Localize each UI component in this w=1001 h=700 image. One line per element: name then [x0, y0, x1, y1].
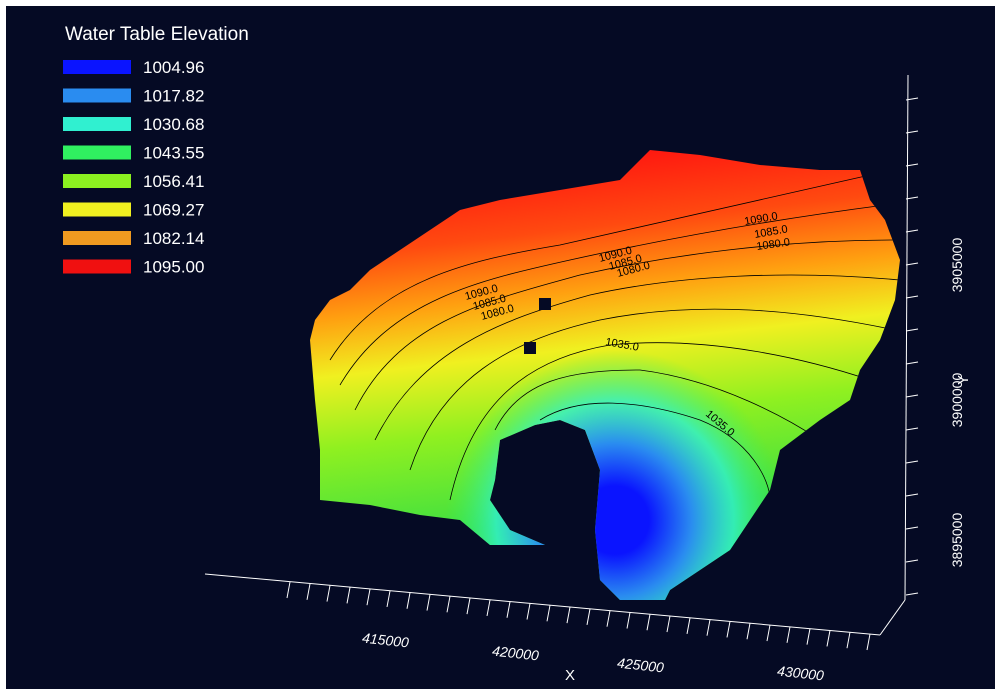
legend-swatch: [63, 60, 131, 74]
legend-label: 1017.82: [143, 87, 204, 106]
legend-label: 1004.96: [143, 58, 204, 77]
legend-swatch: [63, 117, 131, 131]
legend-label: 1043.55: [143, 144, 204, 163]
page: {"legend": {"title": "Water Table Elevat…: [0, 0, 1001, 695]
legend-swatch: [63, 146, 131, 160]
legend-label: 1069.27: [143, 201, 204, 220]
legend-label: 1030.68: [143, 115, 204, 134]
scene: Water Table Elevation 1004.96 1017.82 1030…: [0, 0, 1001, 695]
legend-label: 1056.41: [143, 172, 204, 191]
y-tick-label: 3895000: [949, 513, 965, 568]
legend-label: 1095.00: [143, 258, 204, 277]
legend-swatch: [63, 260, 131, 274]
legend-swatch: [63, 231, 131, 245]
x-axis-label: X: [565, 667, 575, 684]
legend-swatch: [63, 203, 131, 217]
legend-label: 1082.14: [143, 229, 204, 248]
legend-swatch: [63, 174, 131, 188]
legend-title: Water Table Elevation: [65, 24, 249, 45]
y-tick-label: 3900000: [949, 373, 965, 428]
legend-swatch: [63, 89, 131, 103]
y-tick-label: 3905000: [949, 238, 965, 293]
